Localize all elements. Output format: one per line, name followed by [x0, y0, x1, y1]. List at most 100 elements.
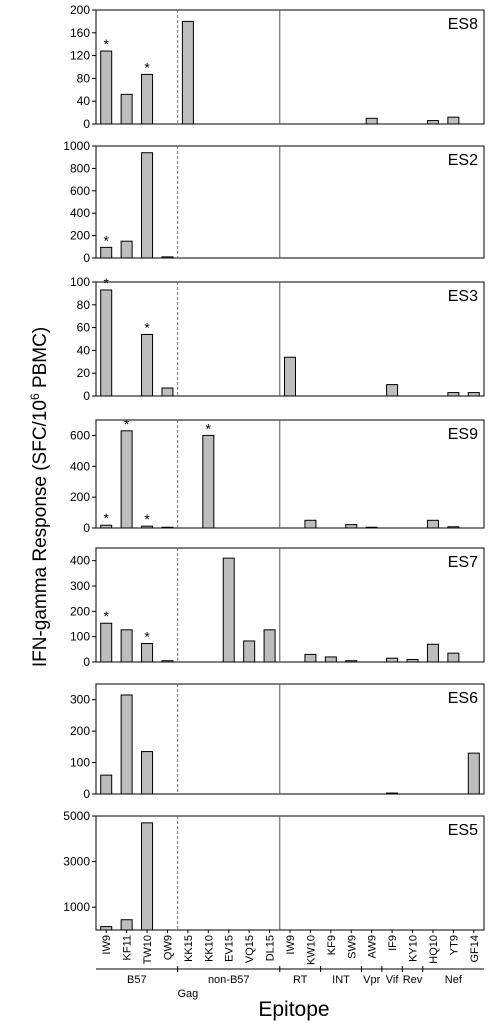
bar-es7-vq15 — [243, 640, 256, 663]
y-tick-label: 0 — [83, 787, 90, 801]
x-tick-label-ky10: KY10 — [408, 935, 420, 962]
x-tick-label-vq15: VQ15 — [244, 935, 256, 963]
bar-es3-qw9 — [161, 387, 174, 397]
bar-es6-tw10 — [141, 751, 154, 795]
significance-star: * — [103, 232, 109, 248]
y-tick-label: 400 — [70, 459, 90, 473]
y-tick-label: 80 — [77, 298, 91, 312]
bar-es8-kk15 — [181, 20, 194, 125]
group-label-vif: Vif — [386, 974, 400, 986]
panel-es2: 0 200 400 600 800 1000 ES2 * — [63, 139, 485, 265]
bar-es7-tw10 — [141, 643, 154, 663]
y-tick-label: 100 — [70, 756, 90, 770]
bar-es7-yt9 — [447, 652, 460, 663]
y-tick-label: 0 — [83, 521, 90, 535]
significance-star: * — [144, 319, 150, 335]
bar-es2-qw9 — [161, 256, 174, 259]
bar-es9-iw9 — [100, 524, 113, 529]
bar-es3-iw9 — [284, 356, 296, 397]
bar-es9-kk10 — [202, 434, 215, 529]
bar-es6-if9 — [386, 792, 399, 795]
bar-es7-ev15 — [222, 557, 235, 663]
bar-es7-kw10 — [304, 653, 317, 663]
bar-es9-yt9 — [447, 526, 460, 529]
bar-es2-kf11 — [120, 240, 133, 259]
panel-label: ES3 — [448, 288, 478, 305]
y-tick-label: 80 — [77, 71, 91, 85]
group-label-non-b57: non-B57 — [208, 974, 250, 986]
bar-es3-gf14 — [467, 392, 480, 397]
panel-frame — [95, 547, 485, 663]
panel-label: ES7 — [448, 554, 478, 571]
y-tick-label: 0 — [83, 117, 90, 131]
y-tick-label: 400 — [70, 554, 90, 568]
x-tick-label-kk15: KK15 — [183, 935, 195, 962]
bar-es9-sw9 — [345, 524, 358, 529]
bar-es7-iw9 — [100, 622, 113, 663]
panel-label: ES5 — [448, 822, 478, 839]
panel-es8: 0 40 80 120 160 200 ES8 * * — [70, 3, 485, 131]
group-label-b57: B57 — [127, 974, 147, 986]
x-tick-label-tw10: TW10 — [142, 935, 154, 964]
significance-star: * — [103, 510, 109, 526]
y-tick-label: 40 — [77, 94, 91, 108]
panel-frame — [95, 419, 485, 529]
y-tick-label: 0 — [83, 655, 90, 669]
bar-es8-kf11 — [120, 93, 133, 125]
bar-es7-if9 — [386, 657, 399, 663]
bar-es9-kf11 — [120, 430, 133, 529]
x-axis-title: Epitope — [258, 998, 329, 1021]
bar-es9-hq10 — [426, 519, 439, 529]
chart-panels: 04080120160200ES8**02004006008001000ES2*… — [63, 3, 485, 931]
y-tick-label: 200 — [70, 604, 90, 618]
bar-es7-kf11 — [120, 629, 133, 663]
y-tick-label: 300 — [70, 693, 90, 707]
bar-es7-sw9 — [345, 660, 358, 663]
bar-es7-dl15 — [263, 629, 276, 663]
panel-es9: 0 200 400 600 ES9 * * * * — [70, 416, 485, 535]
y-tick-label: 200 — [70, 229, 90, 243]
bar-es5-iw9 — [100, 926, 113, 931]
group-label-rev: Rev — [403, 974, 423, 986]
y-tick-label: 20 — [77, 366, 91, 380]
x-tick-label-kf11: KF11 — [122, 935, 134, 960]
panel-label: ES2 — [448, 152, 478, 169]
panel-es3: 0 20 40 60 80 100 ES3 * * — [70, 275, 485, 403]
bar-es7-ky10 — [406, 658, 419, 663]
bar-es8-yt9 — [447, 116, 460, 125]
bar-es9-aw9 — [365, 526, 378, 529]
x-tick-label-kw10: KW10 — [305, 935, 317, 965]
bar-es6-gf14 — [467, 752, 480, 795]
x-tick-label-gf14: GF14 — [469, 935, 481, 963]
y-tick-label: 300 — [70, 579, 90, 593]
panel-es5: 1000 3000 5000 ES5 — [63, 809, 485, 931]
group-label-gag: Gag — [177, 988, 198, 1000]
significance-star: * — [103, 275, 109, 291]
panel-frame — [95, 9, 485, 125]
bar-es3-iw9 — [100, 289, 113, 397]
bar-es5-tw10 — [141, 822, 154, 931]
group-label-int: INT — [332, 974, 350, 986]
y-tick-label: 0 — [83, 251, 90, 265]
bar-es6-kf11 — [120, 694, 133, 795]
x-tick-label-iw9: IW9 — [285, 935, 297, 955]
y-tick-label: 40 — [77, 343, 91, 357]
y-tick-label: 1000 — [63, 139, 90, 153]
y-tick-label: 5000 — [63, 809, 90, 823]
y-tick-label: 160 — [70, 26, 90, 40]
x-tick-label-qw9: QW9 — [162, 935, 174, 960]
y-tick-label: 100 — [70, 630, 90, 644]
significance-star: * — [144, 511, 150, 527]
panel-label: ES6 — [448, 690, 478, 707]
panel-es6: 0 100 200 300 ES6 — [70, 683, 485, 801]
y-tick-label: 600 — [70, 428, 90, 442]
x-tick-label-yt9: YT9 — [448, 935, 460, 955]
bar-es8-tw10 — [141, 73, 154, 125]
y-tick-label: 100 — [70, 275, 90, 289]
bar-es6-iw9 — [100, 774, 113, 795]
y-tick-label: 200 — [70, 490, 90, 504]
significance-star: * — [144, 59, 150, 75]
bar-es7-hq10 — [426, 643, 439, 663]
panel-es7: 0 100 200 300 400 ES7 * * — [70, 547, 485, 669]
